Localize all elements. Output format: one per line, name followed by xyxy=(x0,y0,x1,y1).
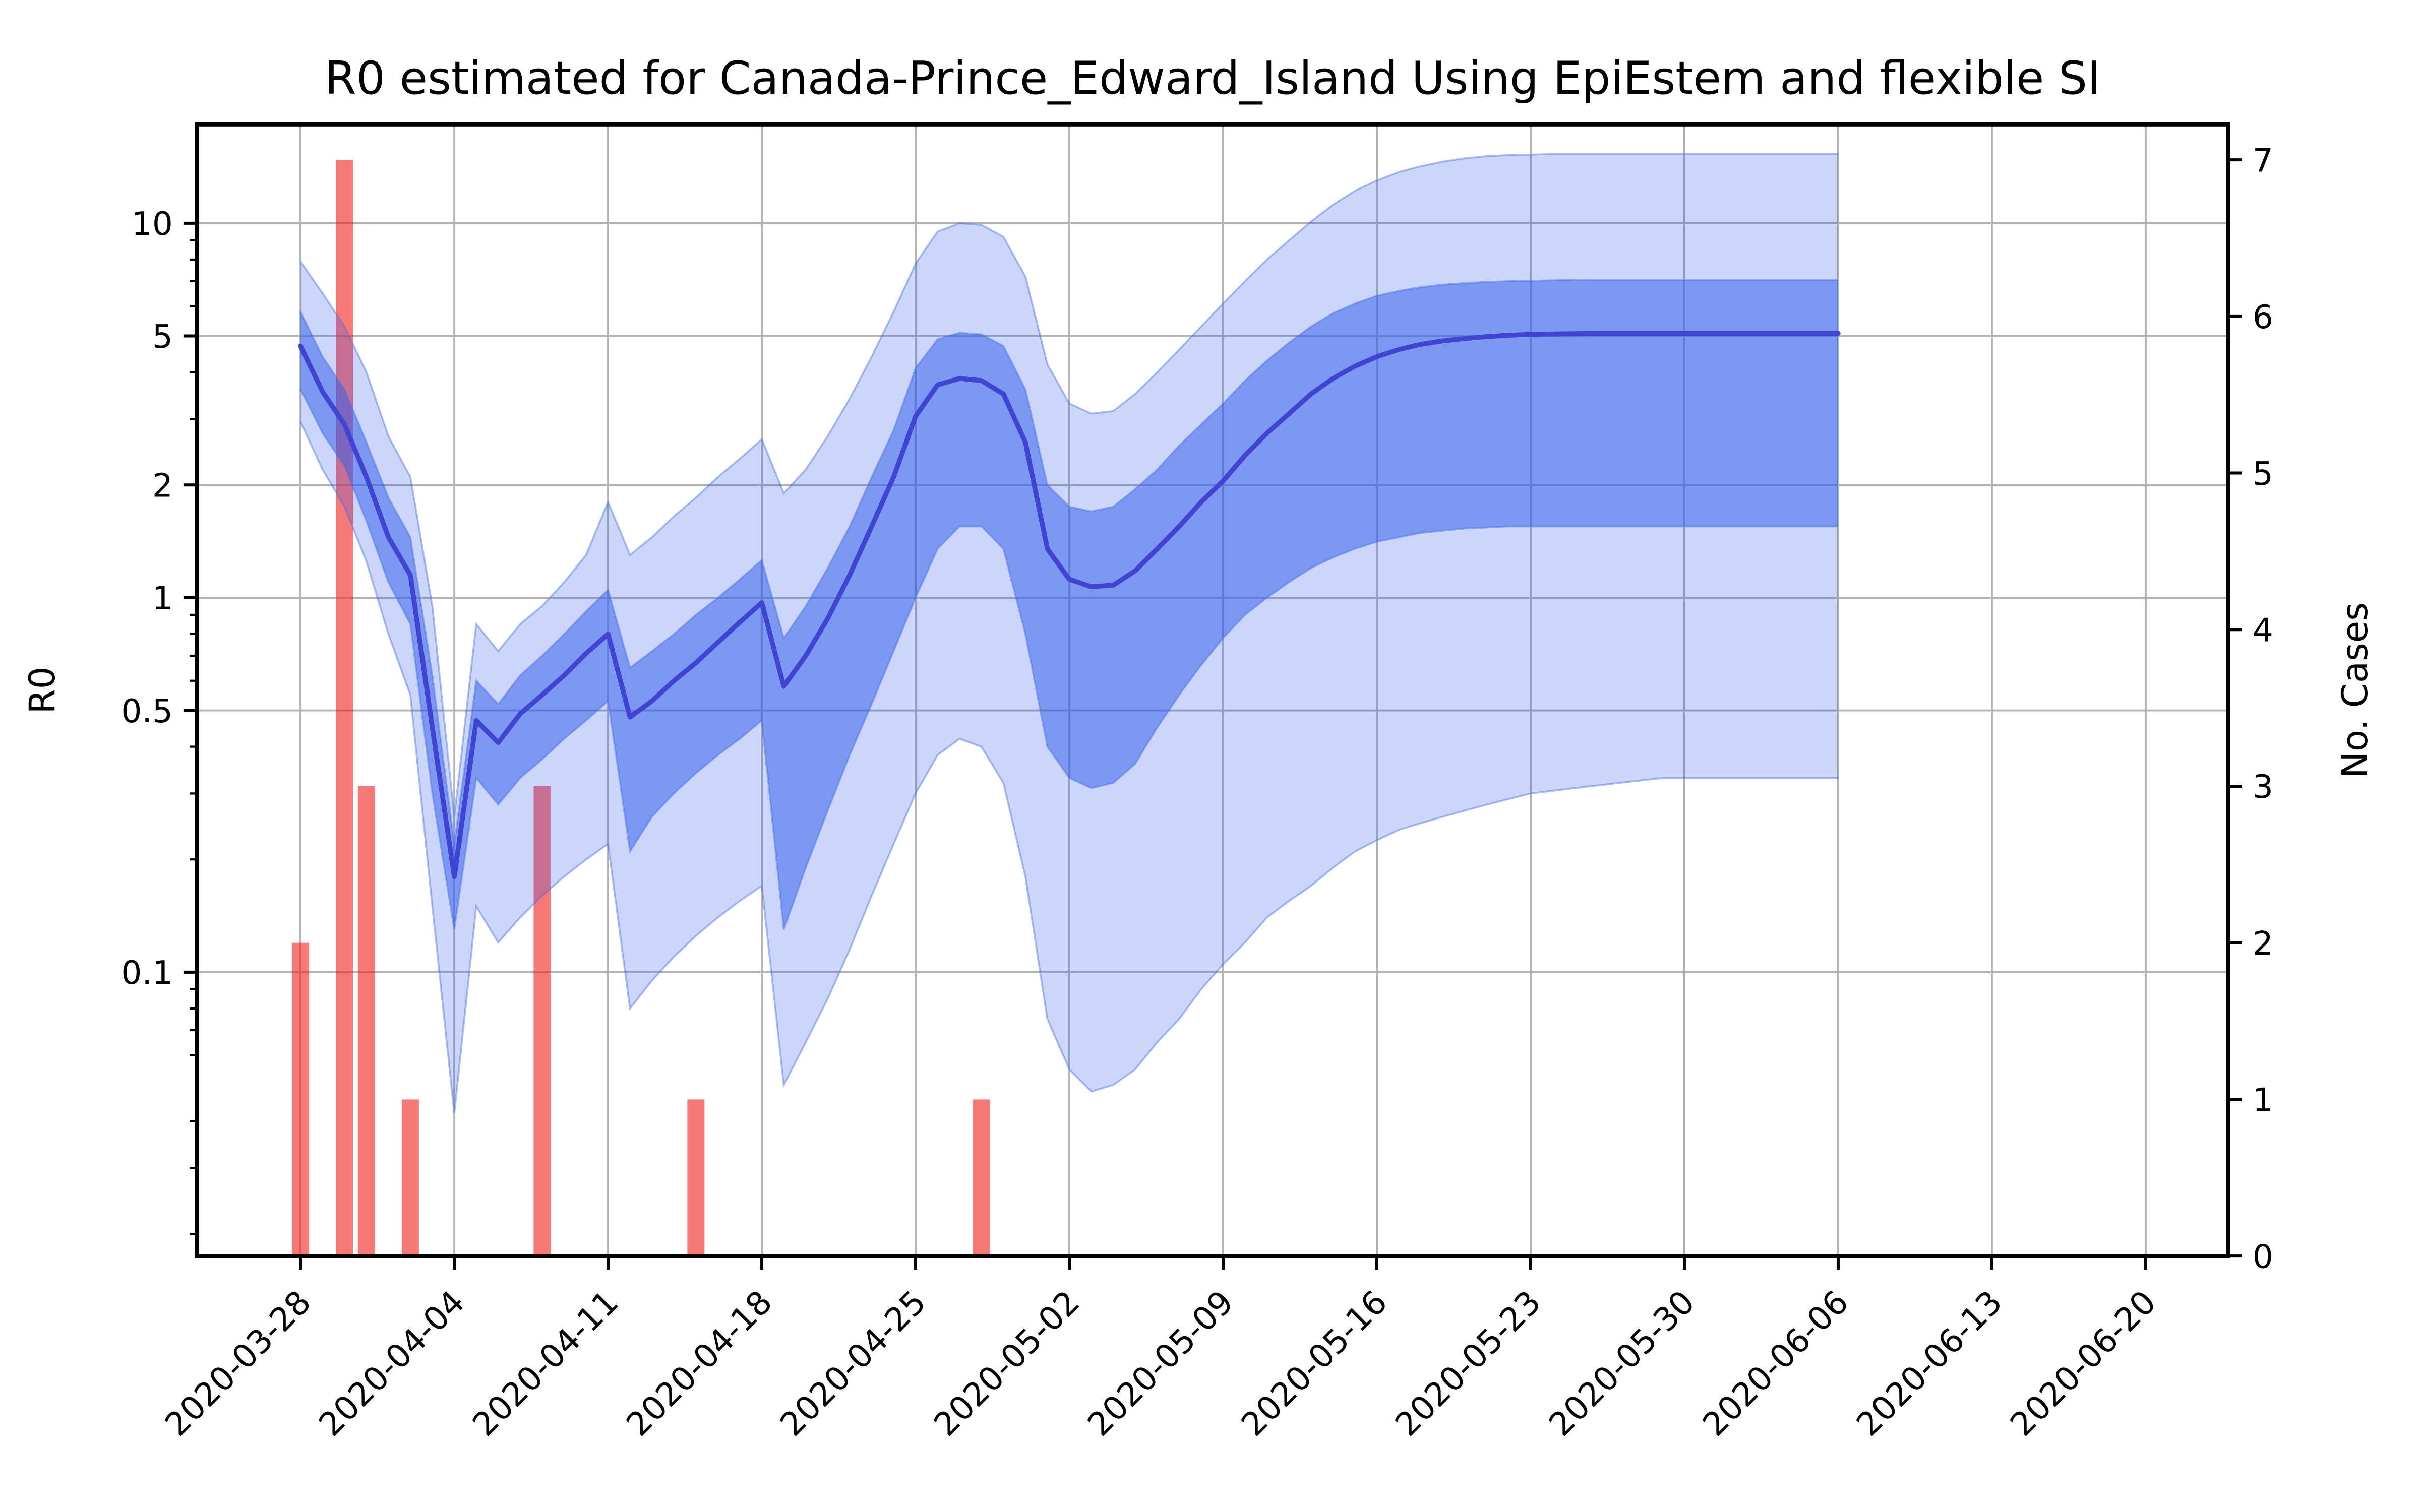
left-tick-label: 10 xyxy=(132,205,173,243)
left-tick-label: 2 xyxy=(152,467,173,505)
x-tick-label: 2020-05-02 xyxy=(927,1283,1087,1443)
right-tick-label: 4 xyxy=(2253,611,2273,649)
inner-confidence-band xyxy=(300,280,1838,930)
right-tick-labels: 0 1 2 3 4 5 6 7 xyxy=(2253,142,2273,1276)
x-tick-label: 2020-06-13 xyxy=(1849,1283,2010,1443)
left-tick-labels: 10 5 2 1 0.5 0.1 xyxy=(121,205,173,992)
case-bar xyxy=(357,786,375,1256)
axis-ticks xyxy=(183,158,2242,1270)
x-tick-label: 2020-05-30 xyxy=(1542,1283,1702,1443)
right-tick-label: 5 xyxy=(2253,455,2273,493)
x-tick-label: 2020-04-11 xyxy=(465,1283,626,1443)
x-tick-label: 2020-06-06 xyxy=(1696,1283,1856,1443)
right-tick-label: 1 xyxy=(2253,1082,2273,1119)
x-tick-label: 2020-05-16 xyxy=(1234,1283,1395,1443)
confidence-bands xyxy=(299,153,1838,1114)
case-bar xyxy=(533,786,551,1256)
x-tick-label: 2020-04-18 xyxy=(619,1283,779,1443)
case-bar xyxy=(336,160,353,1256)
x-tick-label: 2020-03-28 xyxy=(158,1283,318,1443)
y-axis-label-right: No. Cases xyxy=(2334,602,2376,778)
case-bar xyxy=(401,1099,419,1256)
r0-median-line xyxy=(298,331,1841,879)
left-tick-label: 1 xyxy=(152,580,173,617)
inner-band-lower-edge xyxy=(299,389,1838,930)
chart-title: R0 estimated for Canada-Prince_Edward_Is… xyxy=(325,52,2100,105)
case-bar xyxy=(687,1099,705,1256)
left-tick-label: 0.1 xyxy=(121,954,173,992)
plot-border xyxy=(195,122,2230,1258)
right-tick-label: 6 xyxy=(2253,298,2273,336)
x-tick-label: 2020-05-09 xyxy=(1080,1283,1241,1443)
inner-band-upper-edge xyxy=(299,279,1838,844)
right-tick-label: 7 xyxy=(2253,142,2273,179)
x-tick-labels: 2020-03-282020-04-042020-04-112020-04-18… xyxy=(158,1283,2163,1443)
right-tick-label: 3 xyxy=(2253,768,2273,806)
x-tick-label: 2020-04-25 xyxy=(773,1283,933,1443)
left-tick-label: 0.5 xyxy=(121,692,173,730)
x-tick-label: 2020-06-20 xyxy=(2003,1283,2163,1443)
y-axis-label-left: R0 xyxy=(22,667,63,714)
outer-band-upper-edge xyxy=(299,153,1838,817)
case-bar xyxy=(973,1099,990,1256)
right-tick-label: 0 xyxy=(2253,1238,2273,1276)
left-tick-label: 5 xyxy=(152,318,173,356)
case-bars xyxy=(292,160,990,1256)
x-tick-label: 2020-04-04 xyxy=(312,1283,472,1443)
outer-band-lower-edge xyxy=(299,421,1838,1114)
x-tick-label: 2020-05-23 xyxy=(1388,1283,1548,1443)
case-bar xyxy=(292,942,310,1256)
right-tick-label: 2 xyxy=(2253,925,2273,963)
